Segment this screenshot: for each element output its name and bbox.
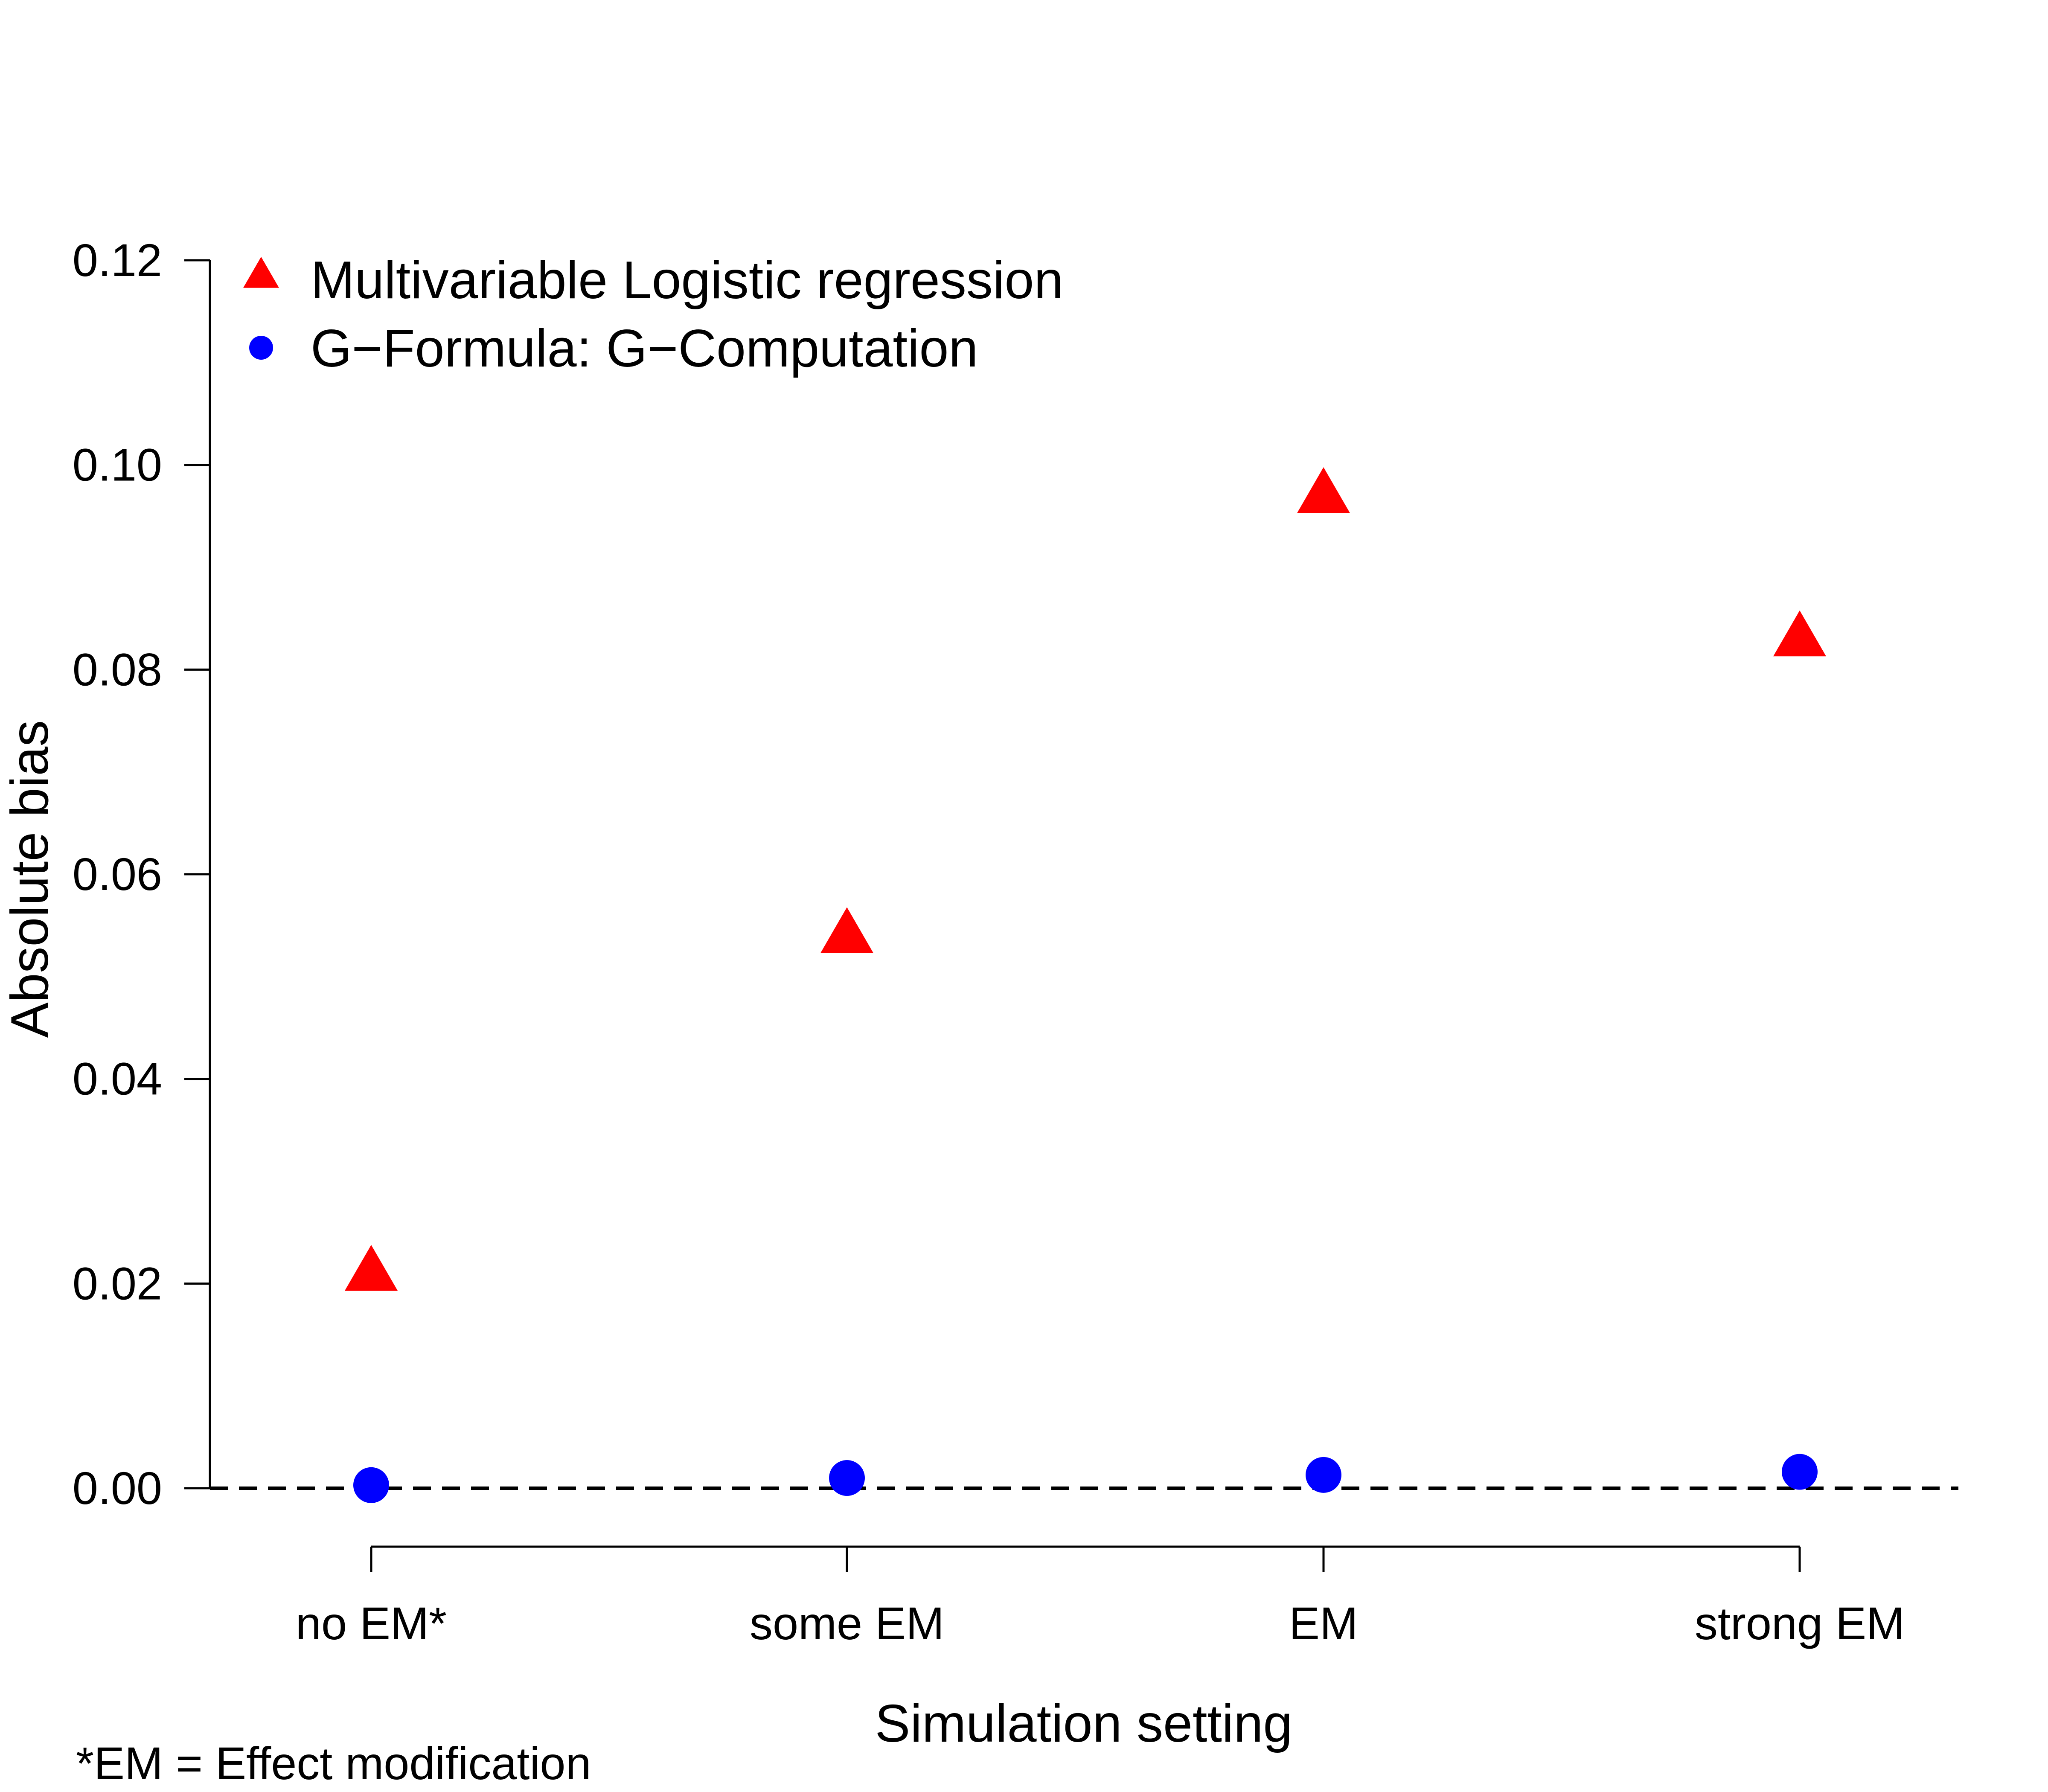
data-point-circle bbox=[1306, 1457, 1341, 1493]
y-tick-label: 0.02 bbox=[73, 1257, 162, 1309]
plot-area bbox=[345, 467, 1826, 1503]
x-tick-label: EM bbox=[1289, 1597, 1358, 1649]
y-tick-label: 0.12 bbox=[73, 234, 162, 286]
data-point-triangle bbox=[820, 907, 873, 953]
legend-triangle-marker bbox=[243, 256, 279, 288]
x-axis: no EM* some EM EM strong EM bbox=[296, 1545, 1905, 1649]
data-point-circle bbox=[829, 1460, 865, 1496]
y-axis: 0.00 0.02 0.04 0.06 0.08 0.10 0.12 bbox=[73, 234, 211, 1514]
data-point-triangle bbox=[1297, 467, 1350, 513]
legend: Multivariable Logistic regression G−Formu… bbox=[243, 251, 1063, 378]
y-tick-label: 0.08 bbox=[73, 643, 162, 695]
y-tick-label: 0.00 bbox=[73, 1462, 162, 1514]
x-tick-label: some EM bbox=[750, 1597, 944, 1649]
data-point-triangle bbox=[1773, 610, 1826, 657]
legend-label: G−Formula: G−Computation bbox=[311, 319, 978, 378]
x-axis-title: Simulation setting bbox=[875, 1694, 1293, 1753]
y-tick-label: 0.04 bbox=[73, 1053, 162, 1105]
y-tick-label: 0.10 bbox=[73, 439, 162, 491]
x-tick-label: no EM* bbox=[296, 1597, 447, 1649]
y-axis-title: Absolute bias bbox=[0, 720, 59, 1038]
data-point-circle bbox=[353, 1467, 389, 1503]
x-tick-label: strong EM bbox=[1695, 1597, 1905, 1649]
y-tick-label: 0.06 bbox=[73, 848, 162, 900]
data-point-triangle bbox=[345, 1245, 398, 1291]
legend-label: Multivariable Logistic regression bbox=[311, 251, 1063, 310]
footnote: *EM = Effect modification bbox=[76, 1737, 591, 1789]
legend-circle-marker bbox=[249, 336, 273, 360]
data-point-circle bbox=[1782, 1454, 1818, 1490]
